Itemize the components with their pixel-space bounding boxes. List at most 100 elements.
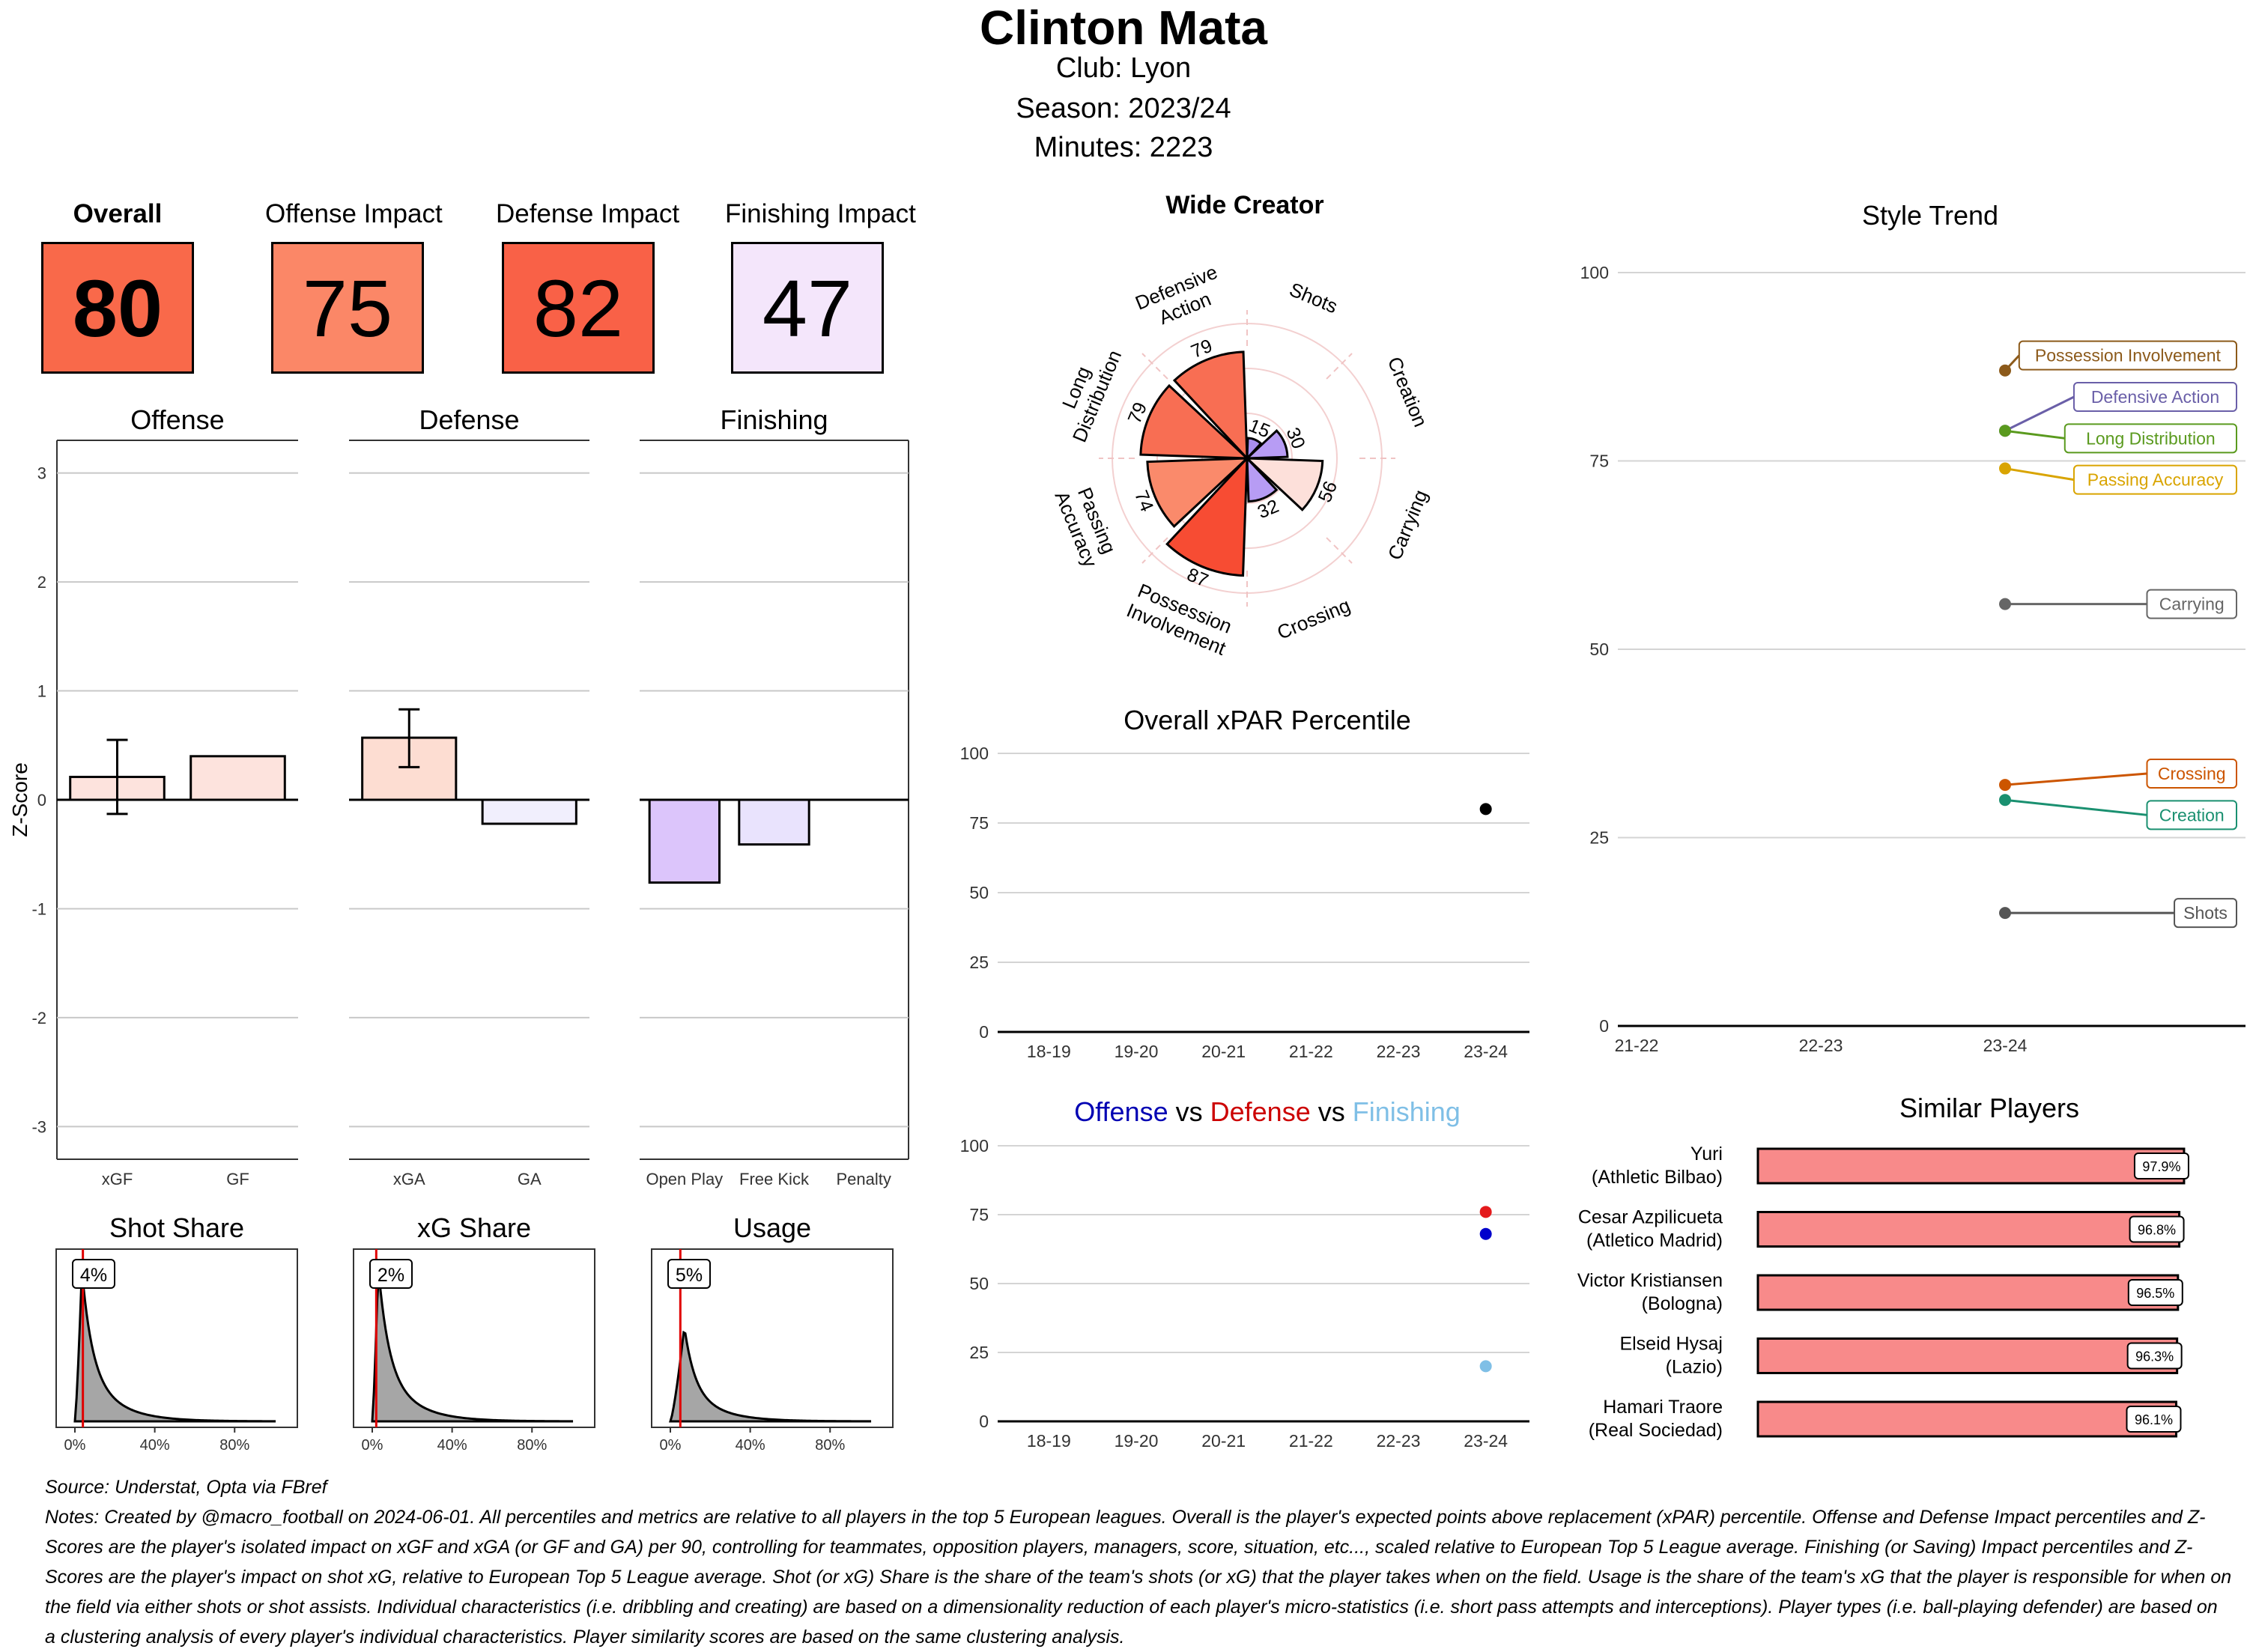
dashboard-charts: -3 -2 -1 0 1 2 3 Z-Score Offense xGF GF Defense xGA G…: [8, 191, 2246, 1454]
similar-player-name: Hamari Traore: [1603, 1397, 1723, 1418]
percentile-tick-label: 25: [969, 953, 989, 972]
percentile-season-label: 18-19: [1027, 1431, 1071, 1451]
style-series-point: [1999, 462, 2011, 475]
source-note: Source: Understat, Opta via FBref: [45, 1477, 327, 1498]
percentile-tick-label: 50: [969, 1274, 989, 1293]
share-value-label: 4%: [80, 1265, 107, 1286]
ovd-title-part: Defense: [1203, 1096, 1311, 1127]
radar-divider: [1141, 353, 1168, 380]
similar-player-score: 96.8%: [2138, 1223, 2176, 1238]
percentile-tick-label: 50: [969, 883, 989, 902]
season-label: Season: 2023/24: [1016, 93, 1231, 124]
share-x-tick-label: 0%: [64, 1437, 86, 1454]
style-series-label: Shots: [2183, 903, 2228, 923]
radar-wedge: [1165, 455, 1249, 577]
percentile-tick-label: 100: [960, 744, 989, 763]
radar-divider: [1326, 353, 1353, 380]
share-panel-title: Shot Share: [109, 1212, 244, 1243]
similar-player-score: 97.9%: [2142, 1159, 2180, 1174]
zscore-tick-label: 2: [37, 573, 46, 592]
zscore-bar: [481, 798, 577, 825]
zscore-bar: [738, 798, 810, 846]
radar-wedge: [1146, 457, 1250, 528]
similar-player-name: Elseid Hysaj: [1619, 1334, 1723, 1355]
ovd-title: Offense vs Defense vs Finishing: [1074, 1096, 1461, 1127]
style-series-line: [2004, 395, 2075, 432]
style-trend-title: Style Trend: [1862, 200, 1998, 231]
percentile-season-label: 19-20: [1115, 1431, 1159, 1451]
percentile-tick-label: 0: [979, 1412, 989, 1431]
ovd-title-part: Offense: [1074, 1096, 1168, 1127]
radar-wedge: [1244, 457, 1324, 511]
style-series-point: [1999, 364, 2011, 377]
zscore-tick-label: -3: [31, 1117, 46, 1136]
zscore-category-label: Open Play: [646, 1170, 723, 1188]
style-series-line: [2004, 772, 2147, 786]
share-value-box: [369, 1259, 413, 1289]
style-series-point: [1999, 425, 2011, 437]
radar-category-label: Crossing: [1274, 594, 1353, 644]
style-season-label: 22-23: [1799, 1036, 1843, 1055]
percentile-season-label: 21-22: [1289, 1431, 1333, 1451]
percentile-point: [1479, 1227, 1492, 1240]
overall-value: 80: [41, 242, 194, 374]
style-season-label: 21-22: [1615, 1036, 1659, 1055]
similar-player-score-box: [2127, 1279, 2183, 1306]
share-density-area: [371, 1273, 574, 1423]
player-name: Clinton Mata: [980, 1, 1267, 55]
finishing-impact-label: Finishing Impact: [725, 199, 916, 228]
similar-player-name: Cesar Azpilicueta: [1578, 1207, 1723, 1228]
radar-category-label: Shots: [1286, 278, 1341, 318]
radar-category-label: Creation: [1383, 353, 1432, 430]
zscore-tick-label: 1: [37, 682, 46, 701]
finishing-impact-value: 47: [731, 242, 884, 374]
similar-player-score: 96.1%: [2135, 1412, 2173, 1427]
percentile-season-label: 19-20: [1115, 1042, 1159, 1061]
style-series-label-box: [2146, 800, 2237, 830]
zscore-tick-label: 0: [37, 791, 46, 810]
percentile-tick-label: 100: [960, 1136, 989, 1156]
notes-text: Notes: Created by @macro_football on 202…: [45, 1507, 2232, 1648]
similar-player-score-box: [2126, 1406, 2182, 1433]
zscore-category-label: xGA: [393, 1170, 425, 1188]
percentile-season-label: 20-21: [1201, 1042, 1246, 1061]
style-series-label-box: [2063, 423, 2238, 454]
style-series-label: Long Distribution: [2086, 428, 2216, 448]
similar-player-name: (Atletico Madrid): [1586, 1230, 1723, 1251]
style-tick-label: 75: [1589, 452, 1609, 471]
radar-wedge: [1246, 437, 1263, 461]
radar-grid-ring: [1201, 413, 1293, 504]
percentile-point: [1479, 803, 1492, 816]
style-season-label: 23-24: [1983, 1036, 2028, 1055]
percentile-season-label: 23-24: [1464, 1431, 1508, 1451]
share-value-box: [667, 1259, 711, 1289]
style-series-point: [1999, 779, 2011, 792]
share-density-area: [669, 1330, 872, 1423]
zscore-category-label: xGF: [102, 1170, 133, 1188]
share-value-box: [72, 1259, 115, 1289]
zscore-category-label: GF: [226, 1170, 249, 1188]
similar-player-bar: [1756, 1274, 2180, 1311]
defense-impact-label: Defense Impact: [496, 199, 680, 228]
radar-divider: [1326, 537, 1353, 564]
similar-player-name: Victor Kristiansen: [1577, 1270, 1723, 1291]
style-tick-label: 0: [1599, 1016, 1609, 1036]
similar-player-bar: [1756, 1211, 2181, 1248]
percentile-tick-label: 75: [969, 813, 989, 833]
percentile-season-label: 22-23: [1377, 1431, 1421, 1451]
radar-category-label: Carrying: [1383, 487, 1432, 563]
style-series-label: Defensive Action: [2091, 387, 2219, 407]
share-density-area: [73, 1278, 276, 1423]
percentile-tick-label: 75: [969, 1205, 989, 1224]
style-series-label: Carrying: [2159, 595, 2225, 614]
style-series-line: [2004, 429, 2065, 440]
zscore-bar: [189, 755, 286, 801]
share-x-tick-label: 80%: [517, 1437, 547, 1454]
similar-player-score-box: [2126, 1342, 2183, 1370]
percentile-title: Overall xPAR Percentile: [1124, 705, 1410, 735]
ovd-title-part: Finishing: [1345, 1096, 1461, 1127]
share-x-tick-label: 40%: [437, 1437, 467, 1454]
similar-player-bar: [1756, 1337, 2179, 1374]
similar-player-score: 96.5%: [2136, 1286, 2174, 1301]
style-series-label: Passing Accuracy: [2087, 470, 2224, 490]
